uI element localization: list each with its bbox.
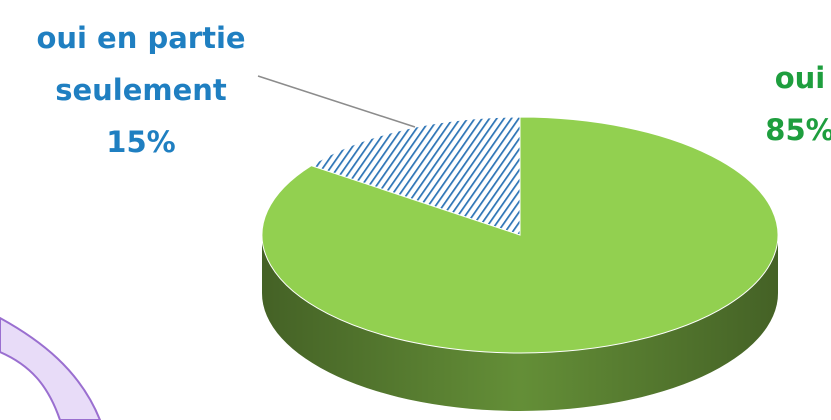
slice-value-label: 15% [106, 125, 176, 159]
slice-label: oui en partie seulement [36, 21, 246, 107]
slice-label: oui [774, 61, 826, 95]
slice-value-label: 85% [765, 113, 831, 147]
pie-side-shade [262, 235, 778, 411]
pie-slice [261, 116, 779, 354]
pie [261, 116, 779, 411]
pie-slice [310, 116, 521, 236]
leader-line [257, 75, 416, 128]
decor-arrow [0, 316, 102, 420]
